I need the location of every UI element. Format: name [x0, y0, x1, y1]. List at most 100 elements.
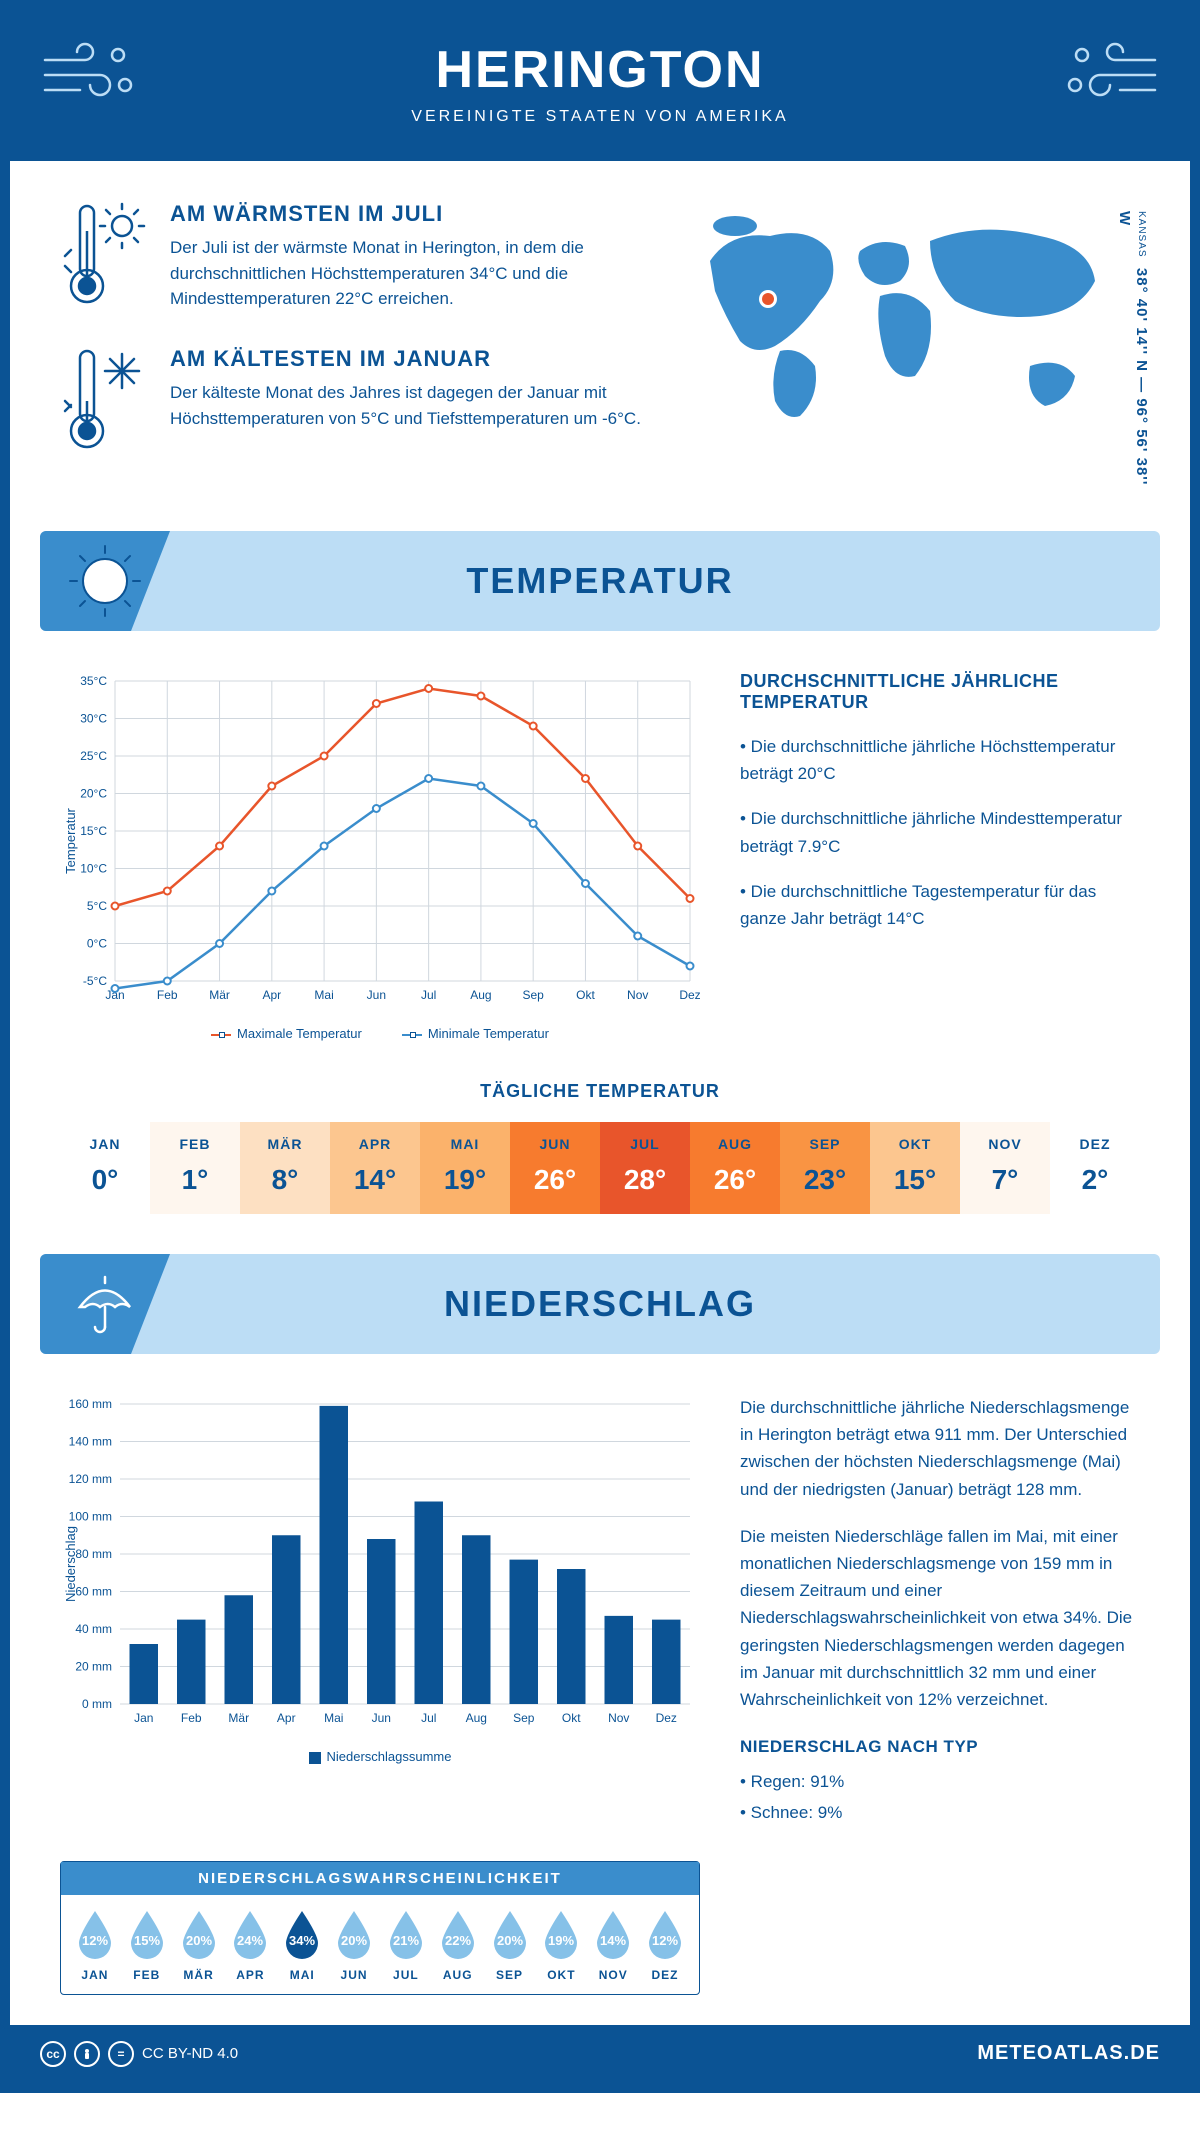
prob-cell: 12%JAN [69, 1907, 121, 1982]
nd-icon: = [108, 2041, 134, 2067]
prob-cell: 15%FEB [121, 1907, 173, 1982]
svg-text:0 mm: 0 mm [82, 1697, 112, 1711]
intro-section: AM WÄRMSTEN IM JULI Der Juli ist der wär… [10, 161, 1190, 521]
daily-cell: JUL28° [600, 1122, 690, 1214]
precip-type-title: NIEDERSCHLAG NACH TYP [740, 1733, 1140, 1760]
precipitation-text: Die durchschnittliche jährliche Niedersc… [740, 1394, 1140, 1831]
precipitation-area: 0 mm20 mm40 mm60 mm80 mm100 mm120 mm140 … [10, 1364, 1190, 1851]
temperature-chart: -5°C0°C5°C10°C15°C20°C25°C30°C35°CJanFeb… [60, 671, 700, 1041]
prob-cell: 20%MÄR [173, 1907, 225, 1982]
svg-text:35°C: 35°C [80, 674, 107, 688]
svg-text:20%: 20% [497, 1933, 523, 1948]
svg-text:15°C: 15°C [80, 824, 107, 838]
svg-text:Jul: Jul [421, 1711, 436, 1725]
prob-cell: 21%JUL [380, 1907, 432, 1982]
svg-text:Okt: Okt [562, 1711, 581, 1725]
coldest-block: AM KÄLTESTEN IM JANUAR Der kälteste Mona… [60, 346, 650, 461]
svg-text:Mär: Mär [228, 1711, 249, 1725]
svg-text:19%: 19% [548, 1933, 574, 1948]
svg-text:30°C: 30°C [80, 712, 107, 726]
license-text: CC BY-ND 4.0 [142, 2045, 238, 2062]
summary-line: • Die durchschnittliche jährliche Höchst… [740, 733, 1140, 787]
prob-title: NIEDERSCHLAGSWAHRSCHEINLICHKEIT [61, 1862, 699, 1895]
temperature-summary: DURCHSCHNITTLICHE JÄHRLICHE TEMPERATUR •… [740, 671, 1140, 1041]
umbrella-icon [40, 1254, 170, 1354]
wind-icon [1060, 40, 1160, 115]
prob-cell: 20%SEP [484, 1907, 536, 1982]
header: HERINGTON VEREINIGTE STAATEN VON AMERIKA [10, 10, 1190, 161]
prob-cell: 24%APR [224, 1907, 276, 1982]
svg-text:Temperatur: Temperatur [63, 807, 78, 873]
prob-cell: 34%MAI [276, 1907, 328, 1982]
svg-text:12%: 12% [82, 1933, 108, 1948]
daily-cell: MÄR8° [240, 1122, 330, 1214]
svg-text:Apr: Apr [277, 1711, 296, 1725]
page-subtitle: VEREINIGTE STAATEN VON AMERIKA [30, 108, 1170, 126]
cc-icon: cc [40, 2041, 66, 2067]
warmest-title: AM WÄRMSTEN IM JULI [170, 201, 650, 227]
daily-temp-title: TÄGLICHE TEMPERATUR [10, 1081, 1190, 1102]
precip-p2: Die meisten Niederschläge fallen im Mai,… [740, 1523, 1140, 1713]
svg-text:100 mm: 100 mm [69, 1510, 112, 1524]
svg-text:80 mm: 80 mm [75, 1547, 112, 1561]
prob-cell: 22%AUG [432, 1907, 484, 1982]
svg-text:Jan: Jan [134, 1711, 153, 1725]
daily-temp-row: JAN0°FEB1°MÄR8°APR14°MAI19°JUN26°JUL28°A… [60, 1122, 1140, 1214]
svg-text:Mai: Mai [314, 988, 333, 1002]
svg-text:5°C: 5°C [87, 899, 107, 913]
svg-text:Okt: Okt [576, 988, 595, 1002]
svg-text:Dez: Dez [656, 1711, 677, 1725]
section-title: NIEDERSCHLAG [40, 1283, 1160, 1325]
thermometer-hot-icon [60, 201, 150, 316]
prob-cell: 20%JUN [328, 1907, 380, 1982]
svg-text:Mai: Mai [324, 1711, 343, 1725]
daily-cell: SEP23° [780, 1122, 870, 1214]
prob-cell: 12%DEZ [639, 1907, 691, 1982]
svg-text:140 mm: 140 mm [69, 1435, 112, 1449]
prob-cell: 19%OKT [535, 1907, 587, 1982]
svg-text:Sep: Sep [523, 988, 545, 1002]
coordinates: KANSAS 38° 40' 14'' N — 96° 56' 38'' W [1116, 211, 1150, 491]
svg-text:0°C: 0°C [87, 937, 107, 951]
chart-legend: Maximale Temperatur Minimale Temperatur [60, 1026, 700, 1041]
daily-cell: MAI19° [420, 1122, 510, 1214]
svg-text:20%: 20% [186, 1933, 212, 1948]
prob-cell: 14%NOV [587, 1907, 639, 1982]
svg-text:12%: 12% [652, 1933, 678, 1948]
svg-text:20%: 20% [341, 1933, 367, 1948]
footer: cc = CC BY-ND 4.0 METEOATLAS.DE [10, 2025, 1190, 2083]
world-map: KANSAS 38° 40' 14'' N — 96° 56' 38'' W [680, 201, 1140, 491]
summary-line: • Die durchschnittliche jährliche Mindes… [740, 805, 1140, 859]
svg-text:-5°C: -5°C [83, 974, 107, 988]
svg-text:24%: 24% [237, 1933, 263, 1948]
section-title: TEMPERATUR [40, 560, 1160, 602]
page: HERINGTON VEREINIGTE STAATEN VON AMERIKA… [0, 0, 1200, 2093]
svg-text:34%: 34% [289, 1933, 315, 1948]
svg-text:Nov: Nov [608, 1711, 629, 1725]
warmest-text: Der Juli ist der wärmste Monat in Hering… [170, 235, 650, 312]
coldest-text: Der kälteste Monat des Jahres ist dagege… [170, 380, 650, 431]
daily-cell: OKT15° [870, 1122, 960, 1214]
precip-p1: Die durchschnittliche jährliche Niedersc… [740, 1394, 1140, 1503]
svg-text:160 mm: 160 mm [69, 1397, 112, 1411]
sun-icon [40, 531, 170, 631]
license: cc = CC BY-ND 4.0 [40, 2041, 238, 2067]
svg-text:Dez: Dez [679, 988, 700, 1002]
svg-text:60 mm: 60 mm [75, 1585, 112, 1599]
coldest-title: AM KÄLTESTEN IM JANUAR [170, 346, 650, 372]
type-line: • Regen: 91% [740, 1768, 1140, 1795]
summary-line: • Die durchschnittliche Tagestemperatur … [740, 878, 1140, 932]
svg-text:Niederschlag: Niederschlag [63, 1526, 78, 1602]
svg-text:10°C: 10°C [80, 862, 107, 876]
svg-text:Feb: Feb [181, 1711, 202, 1725]
temperature-area: -5°C0°C5°C10°C15°C20°C25°C30°C35°CJanFeb… [10, 641, 1190, 1071]
by-icon [74, 2041, 100, 2067]
svg-text:Apr: Apr [262, 988, 281, 1002]
precipitation-probability: NIEDERSCHLAGSWAHRSCHEINLICHKEIT 12%JAN15… [60, 1861, 700, 1995]
svg-text:Feb: Feb [157, 988, 178, 1002]
svg-text:Jul: Jul [421, 988, 436, 1002]
svg-text:14%: 14% [600, 1933, 626, 1948]
wind-icon [40, 40, 140, 115]
daily-cell: AUG26° [690, 1122, 780, 1214]
svg-text:Mär: Mär [209, 988, 230, 1002]
